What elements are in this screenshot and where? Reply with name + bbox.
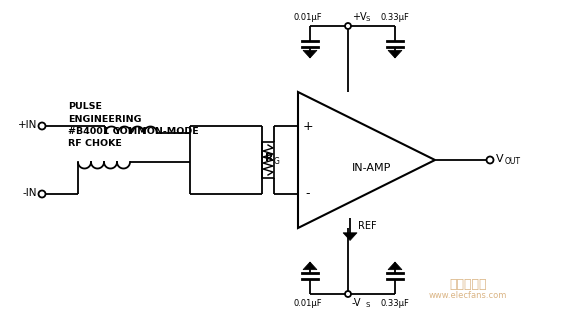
Text: R: R (265, 153, 273, 163)
Text: 电子发烧友: 电子发烧友 (450, 277, 487, 291)
Text: -IN: -IN (23, 188, 37, 198)
Text: V: V (496, 154, 504, 164)
Circle shape (345, 23, 351, 29)
Circle shape (345, 291, 351, 297)
Text: +IN: +IN (17, 120, 37, 130)
Polygon shape (388, 262, 402, 270)
Polygon shape (303, 50, 317, 58)
Text: PULSE
ENGINEERING
#B4001 COMMON-MODE
RF CHOKE: PULSE ENGINEERING #B4001 COMMON-MODE RF … (68, 102, 199, 148)
Text: +: + (303, 119, 314, 132)
Text: G: G (274, 156, 280, 165)
Polygon shape (343, 233, 357, 241)
Bar (262, 142, 274, 178)
Text: 0.33μF: 0.33μF (381, 12, 409, 21)
Text: OUT: OUT (505, 156, 521, 165)
Circle shape (487, 156, 494, 164)
Text: -: - (306, 188, 310, 201)
Polygon shape (388, 50, 402, 58)
Text: 0.01μF: 0.01μF (294, 12, 322, 21)
Circle shape (38, 190, 46, 197)
Polygon shape (303, 262, 317, 270)
Text: IN-AMP: IN-AMP (352, 163, 391, 173)
Text: www.elecfans.com: www.elecfans.com (429, 292, 507, 300)
Text: S: S (366, 16, 371, 22)
Circle shape (38, 123, 46, 130)
Text: +V: +V (352, 12, 367, 22)
Text: 0.33μF: 0.33μF (381, 299, 409, 308)
Text: S: S (366, 302, 371, 308)
Text: REF: REF (358, 221, 377, 231)
Text: 0.01μF: 0.01μF (294, 299, 322, 308)
Text: -V: -V (352, 298, 362, 308)
